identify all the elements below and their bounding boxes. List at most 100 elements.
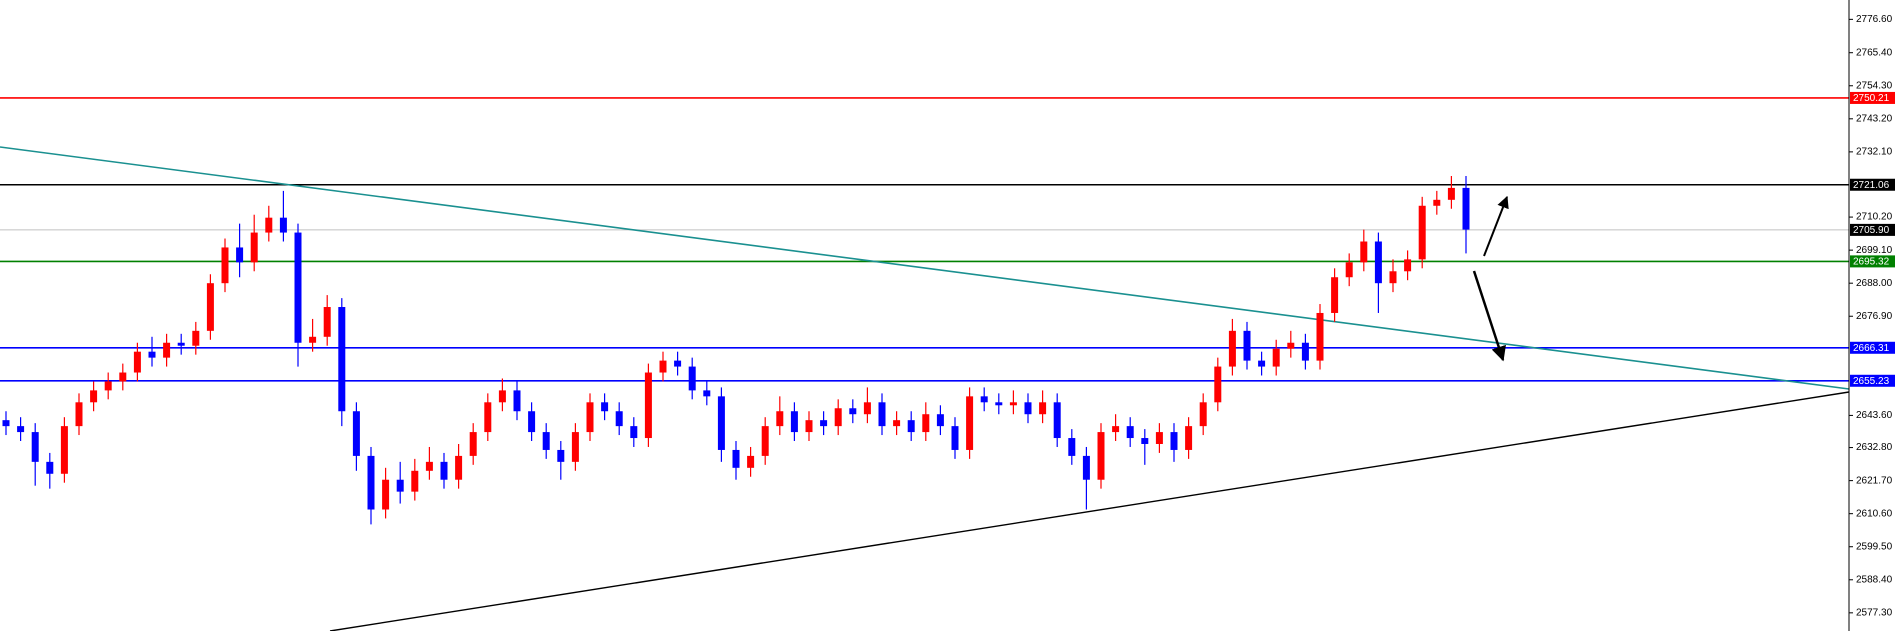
level-label: 2721.06 <box>1853 180 1890 191</box>
candle-body <box>90 390 98 403</box>
trendline-lower <box>329 391 1850 631</box>
candle-body <box>1287 342 1295 349</box>
y-tick-label: 2765.40 <box>1856 47 1893 58</box>
candle-body <box>440 461 448 480</box>
candle-body <box>1068 438 1076 456</box>
trendline-upper <box>0 146 1850 390</box>
candle-body <box>1316 312 1324 361</box>
level-label-bg <box>1850 341 1895 354</box>
arrow-up <box>1483 195 1509 257</box>
candle-body <box>484 402 492 433</box>
candle-body <box>1272 348 1280 367</box>
candle-body <box>221 247 229 284</box>
candle-body <box>571 432 579 462</box>
level-label-bg <box>1850 91 1895 104</box>
level-label: 2705.90 <box>1853 225 1890 236</box>
candle-body <box>294 232 302 343</box>
candle-body <box>980 396 988 403</box>
y-tick-label: 2599.50 <box>1856 541 1893 552</box>
candle-body <box>1009 402 1017 406</box>
candle-body <box>236 247 244 263</box>
candle-body <box>747 455 755 468</box>
candle-body <box>1082 455 1090 480</box>
candle-body <box>878 402 886 427</box>
candle-body <box>46 461 54 474</box>
candle-body <box>104 381 112 391</box>
y-tick-label: 2688.00 <box>1856 278 1893 289</box>
candle-body <box>1097 432 1105 480</box>
candle-body <box>133 351 141 373</box>
candle-body <box>1024 402 1032 415</box>
candle-body <box>279 217 287 233</box>
level-label-bg <box>1850 178 1895 191</box>
level-label: 2750.21 <box>1853 93 1890 104</box>
candle-body <box>717 396 725 450</box>
candle-body <box>1141 438 1149 444</box>
level-label: 2695.32 <box>1853 257 1890 268</box>
candle-body <box>586 402 594 433</box>
candle-body <box>1418 205 1426 260</box>
candle-body <box>893 420 901 427</box>
candle-body <box>177 342 185 346</box>
candle-body <box>338 307 346 412</box>
candle-body <box>630 426 638 439</box>
candle-body <box>513 390 521 412</box>
candle-body <box>820 420 828 427</box>
candle-body <box>206 283 214 331</box>
candle-body <box>411 470 419 492</box>
candle-body <box>761 426 769 456</box>
candle-body <box>163 342 171 358</box>
candle-body <box>148 351 156 358</box>
candle-body <box>1374 241 1382 284</box>
candle-body <box>688 366 696 391</box>
candle-body <box>469 432 477 456</box>
y-tick-label: 2632.80 <box>1856 442 1893 453</box>
candle-body <box>1389 271 1397 284</box>
candle-body <box>192 330 200 346</box>
level-label-bg <box>1850 374 1895 387</box>
candle-body <box>17 426 25 433</box>
price-axis-labels: 2776.60 2765.40 2754.30 2743.20 2732.10 2710.… <box>1849 14 1893 618</box>
candle-body <box>776 411 784 427</box>
candle-body <box>703 390 711 397</box>
level-label: 2666.31 <box>1853 343 1890 354</box>
candle-body <box>849 408 857 415</box>
candle-body <box>601 402 609 412</box>
candle-body <box>1433 199 1441 206</box>
candle-body <box>1199 402 1207 427</box>
candle-body <box>557 449 565 462</box>
candle-body <box>265 217 273 233</box>
levels <box>0 97 1849 382</box>
candle-body <box>498 390 506 403</box>
candle-body <box>1126 426 1134 439</box>
candle-body <box>922 414 930 433</box>
candle-body <box>1360 241 1368 263</box>
candle-body <box>1258 360 1266 367</box>
candle-body <box>805 420 813 433</box>
y-tick-label: 2743.20 <box>1856 113 1893 124</box>
candle-body <box>1214 366 1222 403</box>
candle-body <box>1462 187 1470 230</box>
candle-body <box>382 479 390 510</box>
y-tick-label: 2577.30 <box>1856 607 1893 618</box>
candle-body <box>1243 330 1251 361</box>
y-tick-label: 2699.10 <box>1856 245 1893 256</box>
candle-body <box>615 411 623 427</box>
candle-body <box>367 455 375 510</box>
y-tick-label: 2610.60 <box>1856 508 1893 519</box>
candles <box>2 175 1470 525</box>
candle-body <box>75 402 83 427</box>
candle-body <box>2 420 10 427</box>
candle-body <box>119 372 127 382</box>
candle-body <box>674 360 682 367</box>
candle-body <box>907 420 915 433</box>
candle-body <box>1404 259 1412 272</box>
candle-body <box>1170 432 1178 450</box>
candle-body <box>790 411 798 433</box>
level-label-bg <box>1850 255 1895 268</box>
level-labels: 2750.21 2721.06 2705.90 2695.32 2666.31 2655.… <box>1850 91 1895 387</box>
y-tick-label: 2643.60 <box>1856 410 1893 421</box>
candle-body <box>1301 342 1309 361</box>
candle-body <box>1228 330 1236 367</box>
